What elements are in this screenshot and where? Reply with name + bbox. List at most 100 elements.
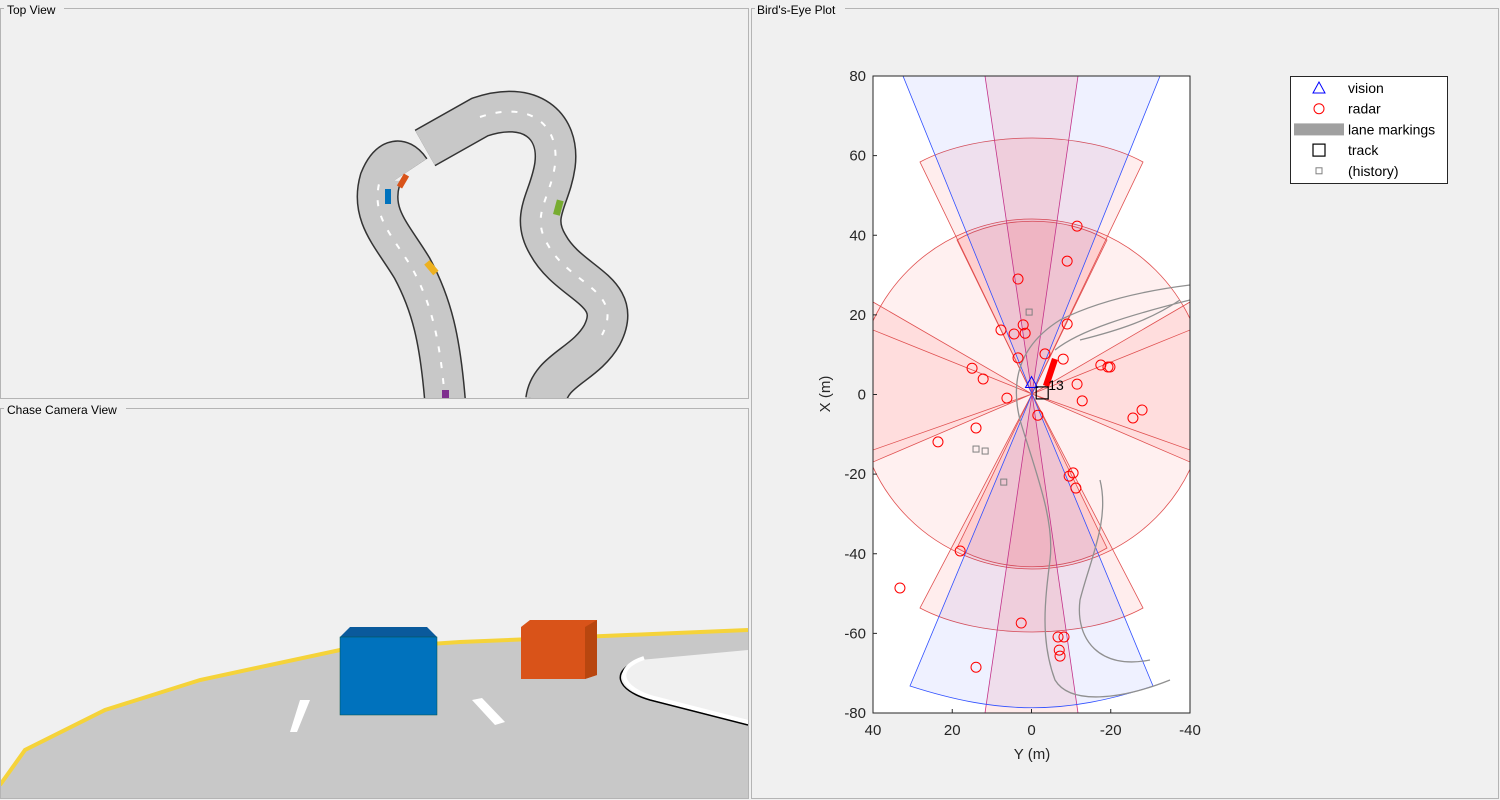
vehicle — [396, 173, 410, 189]
radar-detection — [1001, 392, 1013, 404]
radar-detection — [1017, 319, 1029, 331]
radar-detection — [1313, 103, 1325, 115]
top-view-frame — [0, 8, 749, 399]
y-tick-label: -20 — [844, 466, 866, 483]
road-edge — [1, 628, 748, 787]
radar-detection — [1019, 327, 1031, 339]
radar-detection — [1063, 470, 1075, 482]
radar-detection — [1071, 378, 1083, 390]
y-tick-label: -40 — [844, 546, 866, 563]
vision-coverage — [902, 76, 1161, 709]
radar-detection — [932, 436, 944, 448]
title-bg — [4, 3, 64, 15]
lane-boundary — [1015, 284, 1190, 698]
vehicle — [442, 390, 449, 398]
vehicle — [339, 636, 438, 716]
vehicle — [553, 199, 564, 216]
radar-detection — [1058, 631, 1070, 643]
radar-detection — [954, 545, 966, 557]
x-tick-label: 20 — [944, 722, 961, 739]
radar-coverage — [919, 393, 1144, 633]
vehicle — [521, 620, 597, 679]
track — [1312, 143, 1326, 157]
lane-marking — [622, 656, 748, 725]
vehicle-top — [340, 627, 437, 637]
coverage-areas — [873, 76, 1190, 713]
y-tick-label: 60 — [849, 148, 866, 165]
radar-detection — [970, 422, 982, 434]
radar-coverage — [919, 137, 1144, 395]
track-history — [1315, 167, 1323, 175]
radar-detection — [1071, 220, 1083, 232]
legend-label: (history) — [1348, 163, 1399, 179]
x-tick-label: -20 — [1100, 722, 1122, 739]
radar-detection — [1057, 353, 1069, 365]
legend-label: radar — [1348, 101, 1381, 117]
vision-detection — [1312, 80, 1326, 94]
radar-detection — [1076, 395, 1088, 407]
y-tick-label: 40 — [849, 227, 866, 244]
top-view-scene — [356, 90, 629, 398]
vehicle — [385, 189, 391, 204]
y-tick-label: 80 — [849, 68, 866, 85]
radar-detection — [1012, 273, 1024, 285]
radar-detection — [1054, 650, 1066, 662]
radar-detection — [977, 373, 989, 385]
radar-detection — [1070, 482, 1082, 494]
panel-title: Bird's-Eye Plot — [757, 3, 836, 17]
vehicle — [424, 260, 439, 276]
ego-coverage — [1043, 358, 1058, 387]
radar-detection — [1067, 467, 1079, 479]
radar-detection — [1052, 631, 1064, 643]
legend-label: vision — [1348, 80, 1384, 96]
lane-patch — [1294, 123, 1344, 136]
x-tick-label: 0 — [1027, 722, 1035, 739]
legend-label: lane markings — [1348, 121, 1435, 137]
track-label: 13 — [1048, 377, 1064, 393]
vehicle-side — [585, 620, 597, 679]
radar-detection — [1012, 352, 1024, 364]
panel-title: Top View — [7, 3, 56, 17]
radar-detection — [1136, 404, 1148, 416]
track-history — [981, 447, 989, 455]
lane-marking — [290, 698, 505, 732]
radar-detection — [1032, 409, 1044, 421]
y-axis-label: X (m) — [817, 376, 834, 413]
legend-label: track — [1348, 142, 1379, 158]
vision-detection — [1024, 375, 1039, 389]
panel-title: Chase Camera View — [7, 403, 117, 417]
track-history — [1025, 308, 1033, 316]
radar-coverage — [984, 76, 1079, 713]
chase-view-frame — [0, 408, 749, 799]
radar-detection — [1015, 617, 1027, 629]
y-tick-label: -60 — [844, 625, 866, 642]
radar-detection — [966, 362, 978, 374]
radar-detection — [1008, 328, 1020, 340]
radar-detection — [1061, 255, 1073, 267]
radar-detection — [1039, 348, 1051, 360]
radar-detection — [1061, 318, 1073, 330]
x-tick-label: 40 — [865, 722, 882, 739]
radar-detection — [1053, 644, 1065, 656]
y-tick-label: -80 — [844, 705, 866, 722]
radar-coverage — [873, 301, 1190, 463]
lane-marking — [376, 110, 609, 398]
radar-detection — [1104, 361, 1116, 373]
track-history — [1000, 478, 1008, 486]
birds-eye-frame — [751, 8, 1499, 799]
radar-detection — [995, 324, 1007, 336]
track — [1035, 386, 1049, 400]
chase-view-scene — [1, 620, 748, 798]
y-tick-label: 20 — [849, 307, 866, 324]
x-axis-label: Y (m) — [1014, 746, 1050, 763]
title-bg — [755, 3, 845, 15]
radar-detection — [894, 582, 906, 594]
track-history — [972, 445, 980, 453]
radar-detection — [1127, 412, 1139, 424]
radar-detection — [970, 661, 982, 673]
x-tick-label: -40 — [1179, 722, 1201, 739]
title-bg — [4, 403, 126, 415]
y-tick-label: 0 — [858, 387, 866, 404]
